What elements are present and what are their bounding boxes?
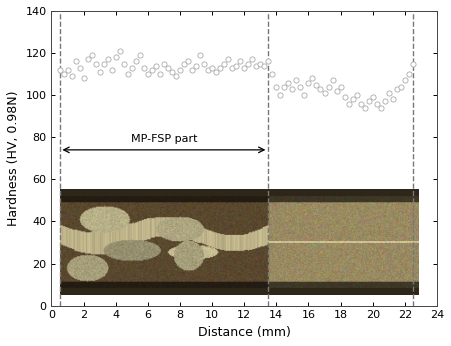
Point [244, 61, 252, 66]
Point [249, 57, 256, 62]
Point [80, 75, 87, 81]
Point [253, 63, 260, 69]
Point [156, 71, 164, 77]
Point [197, 52, 204, 58]
Point [152, 63, 160, 69]
X-axis label: Distance (mm): Distance (mm) [198, 326, 290, 339]
Point [237, 59, 244, 64]
Point [409, 61, 416, 66]
Point [56, 67, 63, 73]
Point [385, 90, 392, 96]
Point [309, 75, 316, 81]
Point [293, 78, 300, 83]
Point [124, 71, 131, 77]
Point [193, 63, 200, 69]
Point [333, 88, 340, 94]
Point [144, 71, 152, 77]
Point [229, 65, 236, 71]
Point [277, 92, 284, 98]
Point [168, 69, 175, 75]
Point [136, 52, 143, 58]
Point [321, 90, 328, 96]
Point [112, 54, 120, 60]
Point [140, 65, 147, 71]
Point [281, 84, 288, 90]
Point [389, 97, 396, 102]
Point [329, 78, 336, 83]
Point [337, 84, 344, 90]
Point [100, 61, 107, 66]
Point [160, 61, 167, 66]
Point [261, 63, 268, 69]
Point [265, 59, 272, 64]
Point [64, 67, 71, 73]
Point [216, 65, 224, 71]
Point [305, 80, 312, 85]
Point [204, 67, 212, 73]
Point [116, 48, 124, 54]
Point [373, 101, 380, 106]
Point [317, 86, 324, 92]
Point [365, 99, 372, 104]
Point [225, 57, 232, 62]
Point [132, 59, 139, 64]
Point [68, 73, 75, 79]
Point [257, 61, 264, 66]
Point [120, 61, 127, 66]
Point [180, 61, 188, 66]
Point [349, 97, 356, 102]
Point [164, 65, 171, 71]
Point [240, 65, 248, 71]
Point [208, 65, 216, 71]
Point [405, 71, 412, 77]
Point [341, 94, 348, 100]
Point [361, 105, 368, 110]
Point [88, 52, 95, 58]
Point [377, 105, 384, 110]
Point [108, 67, 115, 73]
Point [401, 78, 409, 83]
Point [345, 101, 352, 106]
Point [60, 71, 67, 77]
Point [200, 61, 207, 66]
Point [397, 84, 405, 90]
Point [313, 82, 320, 88]
Point [233, 63, 240, 69]
Y-axis label: Hardness (HV, 0.98N): Hardness (HV, 0.98N) [7, 91, 20, 226]
Point [269, 71, 276, 77]
Point [212, 69, 220, 75]
Point [285, 80, 292, 85]
Point [273, 84, 280, 90]
Point [128, 65, 135, 71]
Point [184, 59, 192, 64]
Point [96, 69, 103, 75]
Point [104, 57, 111, 62]
Point [289, 86, 296, 92]
Point [76, 65, 83, 71]
Point [189, 67, 196, 73]
Point [297, 84, 304, 90]
Point [92, 61, 99, 66]
Point [172, 73, 179, 79]
Text: MP-FSP part: MP-FSP part [131, 134, 197, 144]
Point [357, 101, 364, 106]
Point [353, 92, 360, 98]
Point [176, 67, 184, 73]
Point [301, 92, 308, 98]
Point [221, 61, 228, 66]
Point [325, 84, 332, 90]
Point [369, 94, 376, 100]
Point [381, 99, 388, 104]
Point [72, 59, 79, 64]
Point [148, 67, 156, 73]
Point [84, 57, 91, 62]
Point [393, 86, 400, 92]
